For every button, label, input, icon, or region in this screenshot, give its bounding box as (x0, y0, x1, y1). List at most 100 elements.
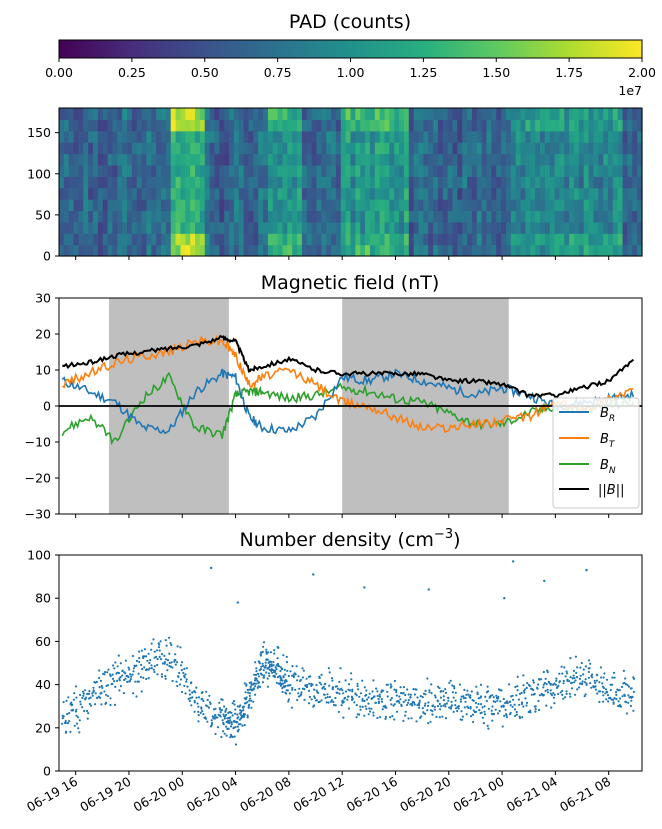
heatmap-cell (350, 176, 356, 189)
density-point (64, 721, 67, 725)
density-point (242, 709, 245, 712)
density-point (239, 723, 242, 726)
density-point (327, 701, 330, 704)
density-point (514, 708, 517, 711)
density-point (256, 672, 260, 676)
heatmap-cell (510, 244, 517, 257)
density-point (607, 700, 610, 703)
density-point (309, 675, 312, 678)
heatmap-cell (433, 176, 439, 189)
heatmap-cell (433, 210, 439, 223)
heatmap-cell (219, 119, 225, 132)
heatmap-cell (598, 244, 604, 257)
density-point (250, 681, 253, 684)
heatmap-cell (374, 187, 381, 200)
heatmap-cell (583, 130, 590, 143)
density-point (550, 694, 554, 697)
heatmap-cell (394, 142, 400, 155)
density-point (114, 661, 117, 664)
heatmap-cell (136, 221, 143, 234)
heatmap-cell (384, 233, 390, 246)
density-point (495, 694, 498, 697)
density-point (609, 697, 612, 700)
heatmap-cell (539, 187, 546, 200)
density-point (423, 704, 426, 707)
heatmap-cell (525, 233, 531, 246)
heatmap-cell (433, 130, 439, 143)
density-point (145, 655, 148, 658)
heatmap-cell (214, 142, 220, 155)
density-point (288, 692, 291, 695)
heatmap-cell (136, 233, 143, 246)
heatmap-cell (287, 176, 293, 189)
heatmap-cell (559, 244, 565, 257)
density-point (629, 704, 633, 708)
heatmap-cell (578, 244, 585, 257)
heatmap-cell (369, 187, 376, 200)
heatmap-cell (204, 210, 211, 223)
heatmap-cell (340, 130, 347, 143)
density-point (263, 666, 266, 669)
density-point (487, 727, 490, 730)
heatmap-cell (238, 164, 245, 177)
heatmap-cell (190, 108, 196, 120)
heatmap-cell (335, 233, 342, 246)
heatmap-cell (331, 244, 337, 257)
heatmap-cell (403, 233, 410, 246)
heatmap-cell (63, 108, 70, 120)
heatmap-cell (530, 199, 536, 212)
heatmap-cell (525, 119, 531, 132)
density-point (412, 701, 416, 704)
heatmap-cell (418, 164, 424, 177)
density-point (395, 689, 398, 692)
density-point (467, 706, 470, 710)
density-point (246, 714, 249, 717)
heatmap-cell (127, 119, 133, 132)
heatmap-cell (462, 108, 468, 120)
density-outlier-point (511, 560, 515, 563)
heatmap-cell (598, 187, 604, 200)
heatmap-cell (578, 221, 585, 234)
heatmap-cell (447, 199, 454, 212)
heatmap-cell (301, 153, 308, 166)
heatmap-cell (214, 164, 220, 177)
heatmap-cell (233, 119, 240, 132)
heatmap-cell (311, 130, 318, 143)
heatmap-cell (59, 164, 65, 177)
density-point (456, 709, 459, 713)
heatmap-cell (68, 176, 75, 189)
heatmap-cell (612, 108, 619, 120)
heatmap-cell (491, 108, 497, 120)
heatmap-cell (170, 187, 177, 200)
heatmap-cell (141, 108, 148, 120)
heatmap-cell (301, 233, 308, 246)
heatmap-cell (136, 199, 143, 212)
density-point (442, 695, 445, 698)
heatmap-cell (214, 233, 220, 246)
heatmap-cell (544, 233, 551, 246)
heatmap-cell (491, 119, 497, 132)
heatmap-cell (326, 244, 332, 257)
heatmap-cell (321, 233, 327, 246)
heatmap-cell (131, 176, 138, 189)
density-point (267, 672, 271, 675)
heatmap-cell (379, 153, 386, 166)
heatmap-cell (73, 130, 80, 143)
heatmap-cell (413, 119, 420, 132)
heatmap-cell (107, 187, 114, 200)
heatmap-cell (637, 187, 643, 200)
heatmap-cell (481, 187, 488, 200)
heatmap-cell (321, 164, 327, 177)
heatmap-cell (476, 221, 483, 234)
heatmap-cell (214, 108, 220, 120)
heatmap-cell (185, 176, 191, 189)
heatmap-cell (277, 164, 284, 177)
heatmap-cell (637, 119, 643, 132)
density-point (500, 689, 503, 692)
heatmap-cell (617, 233, 624, 246)
heatmap-cell (263, 244, 269, 257)
heatmap-cell (335, 176, 342, 189)
heatmap-cell (263, 142, 269, 155)
density-point (542, 670, 545, 674)
density-point (320, 673, 323, 677)
